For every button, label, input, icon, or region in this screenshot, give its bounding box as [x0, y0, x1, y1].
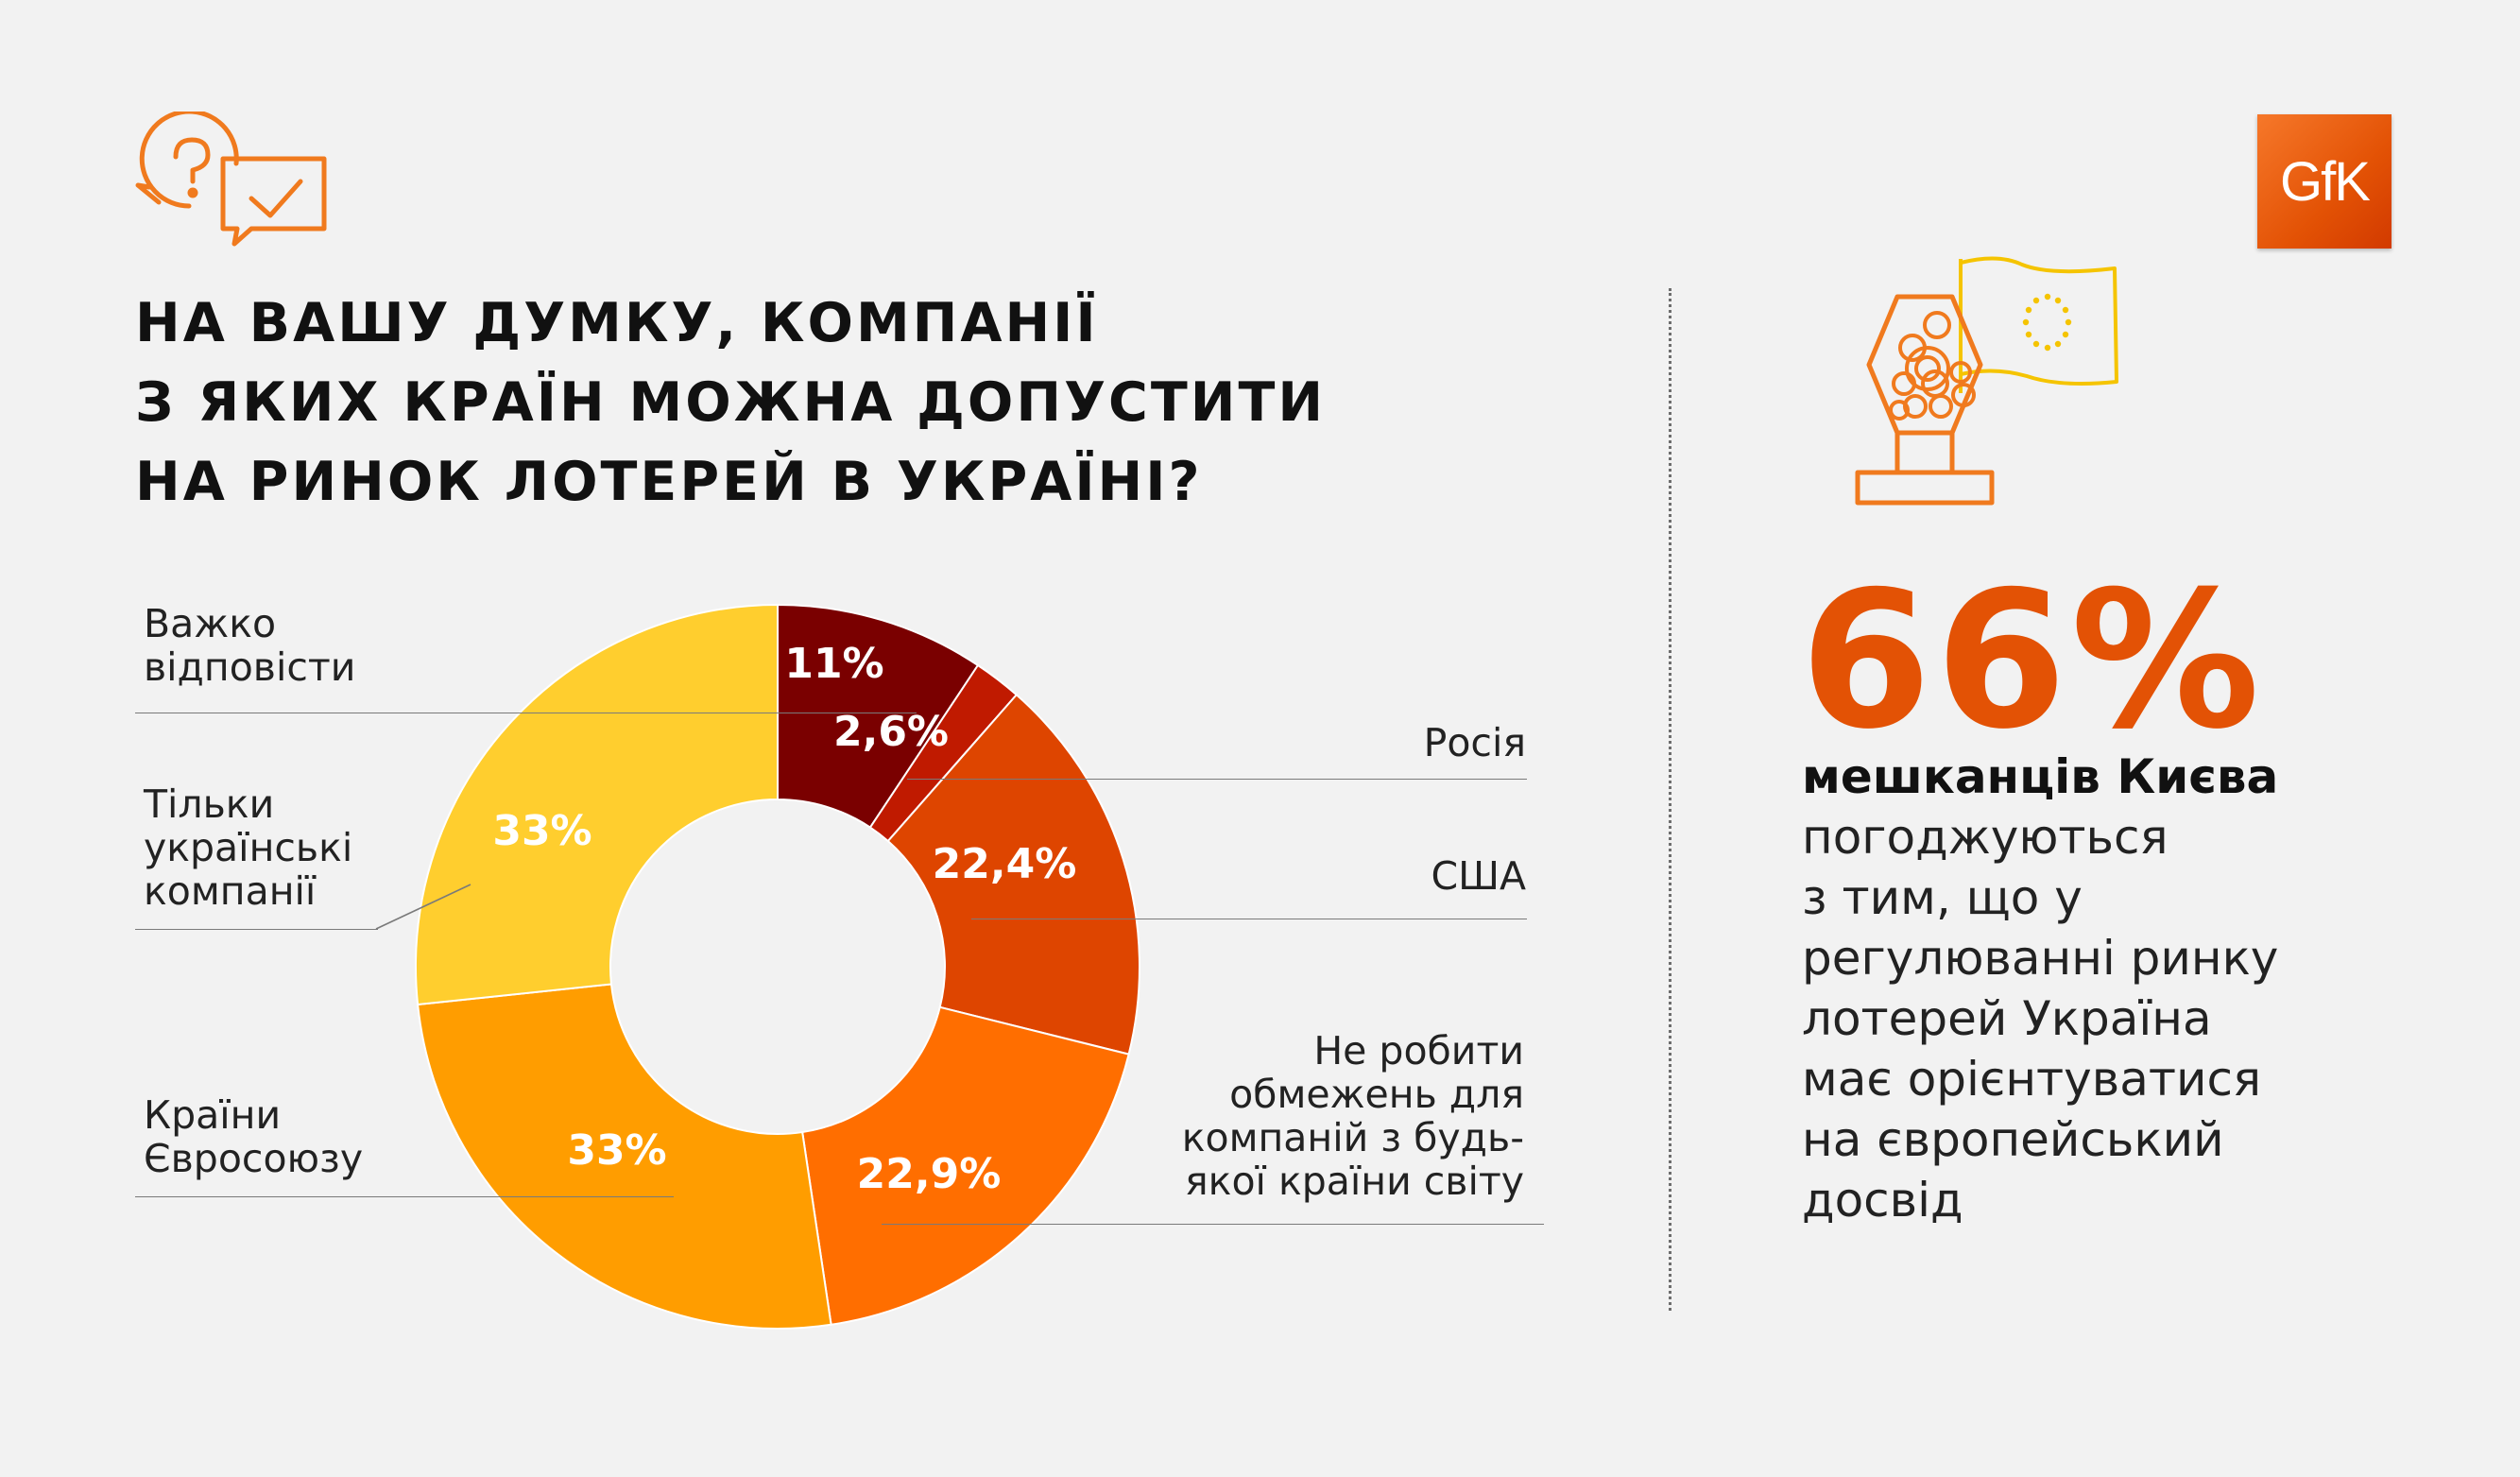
title-line-1: НА ВАШУ ДУМКУ, КОМПАНІЇ [135, 292, 1099, 354]
title-line-2: З ЯКИХ КРАЇН МОЖНА ДОПУСТИТИ [135, 371, 1327, 434]
leader-line-ukrainian [135, 929, 378, 930]
leader-line-no-limits [882, 1224, 1544, 1225]
slice-value-label: 22,4% [933, 840, 1077, 888]
leader-line-eu [135, 1196, 674, 1197]
lottery-drum-eu-flag-icon [1855, 256, 2118, 506]
leader-line-russia [907, 779, 1527, 780]
donut-chart: 11% 2,6% 22,4% 22,9% 33% 33% [415, 603, 1140, 1330]
label-eu-countries: Країни Євросоюзу [144, 1092, 364, 1181]
donut-slice [801, 1005, 1130, 1326]
donut-slice [886, 693, 1140, 1056]
label-ukrainian-only: Тільки українські компанії [144, 781, 353, 914]
label-russia: Росія [1423, 720, 1526, 765]
donut-slice [416, 983, 832, 1330]
slice-value-label: 33% [567, 1126, 666, 1175]
label-no-limits: Не робити обмежень для компаній з будь- … [1181, 1028, 1524, 1204]
slice-value-label: 2,6% [833, 708, 949, 756]
chart-title: НА ВАШУ ДУМКУ, КОМПАНІЇ З ЯКИХ КРАЇН МОЖ… [135, 283, 1326, 522]
donut-slice [415, 603, 779, 1006]
stat-value: 66% [1800, 551, 2264, 771]
slice-value-label: 33% [492, 807, 591, 855]
gfk-logo-text: GfK [2280, 151, 2371, 213]
dotted-divider [1669, 288, 1671, 1311]
label-usa: США [1431, 853, 1526, 899]
slice-value-label: 11% [784, 640, 883, 688]
label-hard-to-answer: Важко відповісти [144, 601, 356, 690]
stat-description: мешканців Києва погоджуються з тим, що у… [1802, 749, 2279, 1228]
title-line-3: НА РИНОК ЛОТЕРЕЙ В УКРАЇНІ? [135, 451, 1203, 513]
leader-line-ukrainian-diagonal [375, 884, 471, 930]
question-answer-chat-icon [135, 112, 327, 247]
gfk-logo: GfK [2257, 114, 2391, 249]
slice-value-label: 22,9% [857, 1150, 1002, 1198]
